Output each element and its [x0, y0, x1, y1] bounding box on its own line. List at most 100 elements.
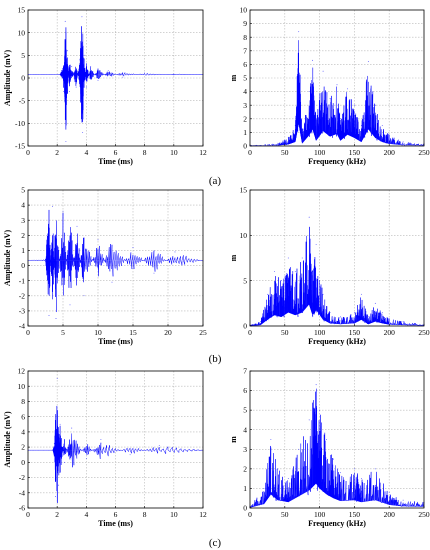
y-tick-label: 5 [243, 74, 247, 83]
data-point [90, 66, 92, 68]
y-axis-label: Amplitude (mV) [3, 230, 12, 287]
data-point [52, 449, 54, 451]
x-axis-label: Frequency (kHz) [308, 337, 366, 346]
data-point [79, 59, 81, 61]
data-point [374, 302, 376, 304]
data-point [129, 454, 131, 456]
y-tick-label: 5 [243, 406, 247, 415]
plot-frame [27, 370, 204, 509]
x-tick-label: 10 [94, 328, 102, 337]
data-point [322, 293, 324, 295]
x-tick-label: 250 [418, 328, 430, 337]
data-point [360, 478, 362, 480]
data-point [388, 318, 390, 320]
data-point [52, 206, 53, 208]
data-point [347, 88, 348, 90]
chart-b-freq: 0 50 100 150 200 250 0 5 10 15 Frequency (kHz) m [229, 186, 430, 346]
x-tick-label: 0 [26, 510, 30, 519]
chart-b-time: 0 5 10 15 20 25 -4 -3 -2 -1 0 1 2 3 4 5 Time (ms) Amplitu… [3, 186, 207, 346]
data-point [71, 66, 73, 68]
data-point [97, 239, 99, 241]
panel-label-b: (b) [209, 353, 222, 365]
data-point [69, 304, 71, 306]
data-point [308, 91, 310, 92]
y-tick-label: -4 [19, 322, 25, 331]
y-tick-label: 9 [243, 19, 247, 28]
data-point [76, 225, 78, 227]
y-axis-label: m [229, 254, 238, 261]
data-point [83, 54, 85, 56]
x-tick-label: 50 [281, 510, 289, 519]
y-tick-label: -4 [19, 488, 25, 497]
data-point [360, 293, 362, 295]
x-tick-label: 0 [26, 148, 30, 157]
data-point [388, 134, 390, 136]
data-point [354, 312, 355, 313]
x-tick-label: 5 [61, 328, 65, 337]
y-tick-label: 2 [21, 443, 25, 452]
data-point [287, 478, 289, 480]
y-tick-label: 1 [243, 128, 247, 137]
x-tick-label: 4 [84, 510, 88, 519]
x-tick-label: 4 [84, 148, 88, 157]
data-point [315, 118, 317, 120]
y-tick-label: 4 [21, 427, 25, 436]
data-point [402, 141, 404, 143]
y-axis-label: Amplitude (mV) [3, 50, 12, 107]
x-tick-label: 2 [55, 148, 59, 157]
panel-label-a: (a) [209, 175, 222, 187]
data-point [132, 247, 134, 248]
chart-a-freq: 0 50 100 150 200 250 0 1 2 3 4 5 6 7 8 9 10 Frequency (kH… [229, 6, 430, 166]
y-axis-label: m [229, 436, 238, 443]
x-tick-label: 20 [164, 328, 172, 337]
y-tick-label: 10 [18, 28, 26, 37]
data-point [360, 125, 362, 126]
series-line [249, 40, 425, 147]
data-point [354, 104, 355, 106]
data-point [64, 461, 65, 463]
data-point [333, 458, 334, 460]
data-point [329, 312, 331, 313]
x-axis-label: Time (ms) [98, 337, 133, 346]
x-tick-label: 6 [114, 510, 118, 519]
plot-frame [27, 189, 204, 327]
x-tick-label: 8 [143, 148, 147, 157]
data-point [374, 104, 376, 106]
data-point [144, 72, 146, 74]
data-point [273, 271, 275, 272]
data-point [270, 439, 272, 440]
data-point [59, 423, 61, 425]
y-tick-label: 0 [21, 458, 25, 467]
data-point [65, 141, 67, 142]
data-point [402, 321, 404, 322]
y-tick-label: 6 [243, 60, 247, 69]
x-tick-label: 0 [248, 510, 252, 519]
y-tick-label: -2 [19, 291, 25, 300]
data-point [97, 79, 99, 81]
x-tick-label: 100 [314, 510, 326, 519]
y-tick-label: 10 [18, 382, 26, 391]
data-point [263, 488, 265, 489]
x-tick-label: 25 [199, 328, 207, 337]
y-axis-label: Amplitude (mV) [3, 411, 12, 468]
data-point [312, 271, 314, 272]
y-tick-label: 0 [21, 74, 25, 83]
series-line [28, 26, 203, 130]
x-tick-label: 50 [281, 328, 289, 337]
x-tick-label: 200 [384, 510, 396, 519]
x-tick-label: 150 [349, 148, 361, 157]
data-point [260, 321, 261, 322]
y-tick-label: 0 [243, 142, 247, 151]
y-tick-label: -3 [19, 306, 25, 315]
data-point [174, 251, 176, 253]
x-tick-label: 200 [384, 148, 396, 157]
x-tick-label: 100 [314, 148, 326, 157]
data-point [340, 316, 341, 318]
y-tick-label: 5 [21, 186, 25, 195]
data-point [301, 132, 303, 133]
y-tick-label: 5 [21, 51, 25, 60]
x-tick-label: 250 [418, 148, 430, 157]
y-tick-label: 0 [21, 261, 25, 270]
y-tick-label: 7 [243, 367, 247, 376]
